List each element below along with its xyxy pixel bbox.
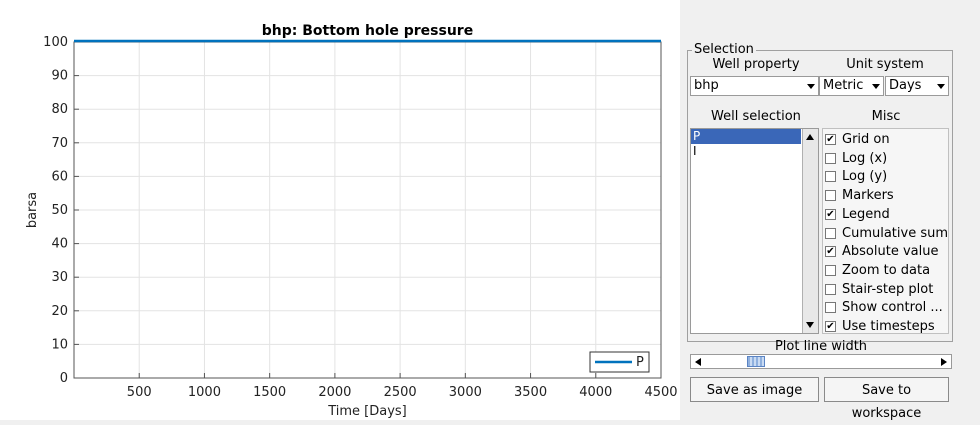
chevron-down-icon <box>807 84 815 89</box>
scroll-up-icon[interactable] <box>806 134 814 140</box>
misc-option-label: Grid on <box>842 132 890 147</box>
y-tick-label: 60 <box>51 169 68 184</box>
unit-system-select[interactable]: Metric <box>819 76 884 96</box>
scroll-right-icon[interactable] <box>941 358 947 366</box>
save-workspace-button[interactable]: Save to workspace <box>824 377 949 421</box>
well-property-value: bhp <box>694 78 719 93</box>
chevron-down-icon <box>937 84 945 89</box>
unit-system-value: Metric <box>823 78 864 93</box>
misc-option-label: Stair-step plot <box>842 281 934 297</box>
checkbox-unchecked-icon[interactable] <box>825 171 836 183</box>
y-tick-label: 50 <box>51 203 68 218</box>
well-property-select[interactable]: bhp <box>690 76 819 96</box>
misc-label: Misc <box>871 109 901 124</box>
misc-option-label: Zoom to data <box>842 262 931 278</box>
checkbox-unchecked-icon[interactable] <box>825 190 836 202</box>
x-tick-label: 2500 <box>384 385 417 400</box>
save-image-button[interactable]: Save as image <box>690 377 819 402</box>
time-unit-select[interactable]: Days <box>885 76 949 96</box>
misc-option-label: Show control ... <box>842 300 943 316</box>
y-tick-label: 100 <box>43 35 68 50</box>
y-tick-label: 80 <box>51 102 68 117</box>
y-tick-label: 30 <box>51 270 68 285</box>
checkbox-unchecked-icon[interactable] <box>825 152 836 164</box>
chart-title: bhp: Bottom hole pressure <box>262 23 473 39</box>
well-list-item[interactable]: P <box>691 129 801 144</box>
x-tick-label: 2000 <box>318 385 351 400</box>
legend-entry: P <box>636 355 644 370</box>
selection-group <box>687 50 953 342</box>
line-width-label: Plot line width <box>774 339 868 354</box>
checkbox-checked-icon[interactable]: ✔ <box>825 208 836 220</box>
x-tick-label: 4000 <box>579 385 612 400</box>
time-unit-value: Days <box>889 78 922 93</box>
y-tick-label: 70 <box>51 136 68 151</box>
y-tick-label: 90 <box>51 69 68 84</box>
misc-option-label: Legend <box>842 206 890 222</box>
well-list-item[interactable]: I <box>693 144 697 158</box>
misc-option-label: Use timesteps <box>842 319 935 334</box>
chart-svg: 500 1000 1500 2000 2500 3000 3500 4000 4500 0 10 20… <box>25 23 678 419</box>
chevron-down-icon <box>872 84 880 89</box>
line-width-slider-thumb[interactable] <box>747 356 765 367</box>
misc-option-label: Log (y) <box>842 169 888 185</box>
checkbox-unchecked-icon[interactable] <box>825 227 836 239</box>
y-axis-label: barsa <box>25 192 40 228</box>
scroll-left-icon[interactable] <box>695 358 701 366</box>
misc-option-label: Markers <box>842 188 894 204</box>
checkbox-checked-icon[interactable]: ✔ <box>825 246 836 258</box>
x-tick-label: 1500 <box>253 385 286 400</box>
misc-option-label: Log (x) <box>842 150 888 166</box>
y-tick-label: 20 <box>51 304 68 319</box>
well-selection-label: Well selection <box>711 109 801 124</box>
checkbox-unchecked-icon[interactable] <box>825 264 836 276</box>
y-tick-label: 10 <box>51 337 68 352</box>
control-panel: Selection Well property Unit system bhp … <box>680 0 980 421</box>
x-tick-label: 3000 <box>449 385 482 400</box>
y-tick-label: 0 <box>60 371 68 386</box>
misc-option-label: Cumulative sum <box>842 225 949 241</box>
x-axis-label: Time [Days] <box>327 404 407 419</box>
well-list-scrollbar[interactable] <box>802 129 818 333</box>
checkbox-checked-icon[interactable]: ✔ <box>825 321 836 332</box>
checkbox-checked-icon[interactable]: ✔ <box>825 134 836 145</box>
misc-option-label: Absolute value <box>842 244 939 260</box>
misc-options: ✔ Grid on Log (x) Log (y) Markers ✔ Legend Cumu… <box>822 128 949 334</box>
checkbox-unchecked-icon[interactable] <box>825 302 836 314</box>
scroll-down-icon[interactable] <box>806 322 814 328</box>
unit-system-label: Unit system <box>846 57 924 72</box>
plot-area: 500 1000 1500 2000 2500 3000 3500 4000 4500 0 10 20… <box>0 0 680 420</box>
x-tick-label: 3500 <box>514 385 547 400</box>
checkbox-unchecked-icon[interactable] <box>825 283 836 295</box>
selection-group-title: Selection <box>692 42 756 57</box>
line-width-slider[interactable] <box>690 354 952 369</box>
x-tick-label: 500 <box>127 385 152 400</box>
x-tick-label: 1000 <box>188 385 221 400</box>
y-tick-label: 40 <box>51 237 68 252</box>
x-tick-label: 4500 <box>644 385 677 400</box>
well-property-label: Well property <box>712 57 800 72</box>
